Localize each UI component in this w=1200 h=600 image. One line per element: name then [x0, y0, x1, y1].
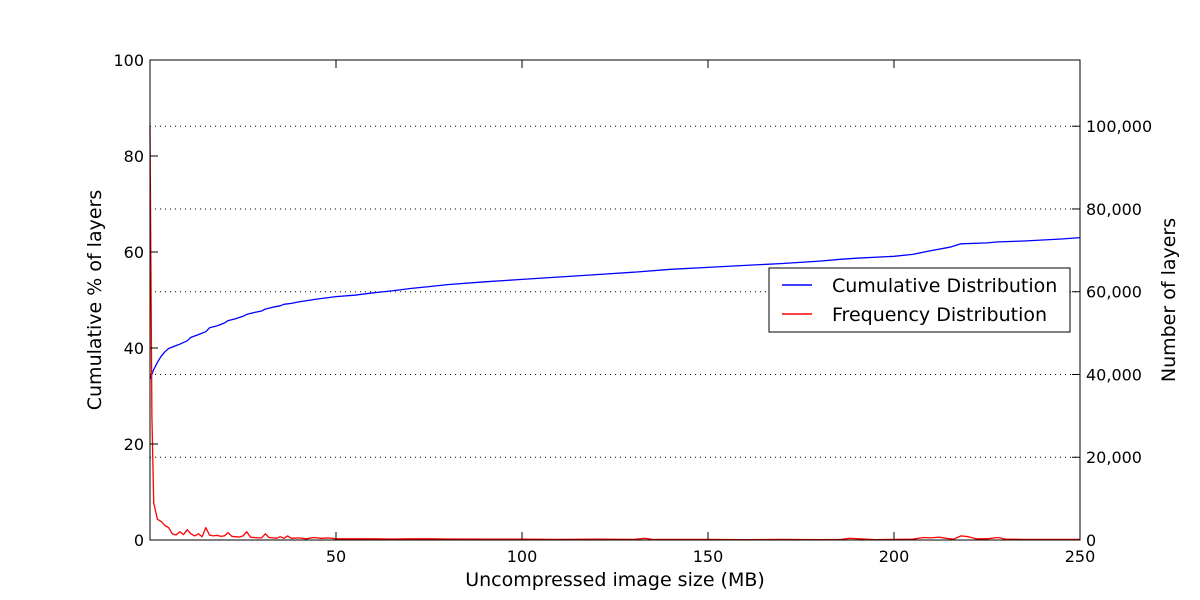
tick-layer: 50 100 150 200 250020406080100020,00040,0006…: [113, 51, 1152, 566]
x-tick-label: 100: [507, 547, 538, 566]
series-layer: [149, 126, 1081, 541]
y-right-tick-label: 80,000: [1086, 200, 1142, 219]
series-line-frequency: [149, 126, 1080, 541]
legend-box: [768, 267, 1071, 333]
series-line-cumulative: [149, 236, 1081, 380]
y-left-tick-label: 60: [124, 243, 144, 262]
plot-frame: [149, 59, 1081, 541]
y-right-axis-title: Number of layers: [1158, 218, 1180, 382]
y-left-tick-label: 20: [124, 435, 144, 454]
y-left-tick-label: 80: [124, 147, 144, 166]
y-right-tick-label: 100,000: [1086, 117, 1152, 136]
y-right-tick-label: 60,000: [1086, 283, 1142, 302]
grid-layer: [150, 125, 1080, 458]
y-left-tick-label: 100: [113, 51, 144, 70]
y-right-tick-label: 20,000: [1086, 448, 1142, 467]
legend-label-cumulative: Cumulative Distribution: [832, 275, 1057, 297]
x-tick-label: 150: [693, 547, 724, 566]
x-tick-label: 200: [879, 547, 910, 566]
x-axis-title: Uncompressed image size (MB): [465, 569, 765, 591]
x-tick-label: 50: [326, 547, 346, 566]
x-tick-label: 250: [1065, 547, 1096, 566]
y-left-tick-label: 40: [124, 339, 144, 358]
y-right-tick-label: 40,000: [1086, 365, 1142, 384]
legend-label-frequency: Frequency Distribution: [832, 304, 1047, 326]
y-left-tick-label: 0: [134, 531, 144, 550]
legend: Cumulative Distribution Frequency Distri…: [768, 267, 1071, 333]
y-right-tick-label: 0: [1086, 531, 1096, 550]
y-left-axis-title: Cumulative % of layers: [84, 190, 106, 411]
